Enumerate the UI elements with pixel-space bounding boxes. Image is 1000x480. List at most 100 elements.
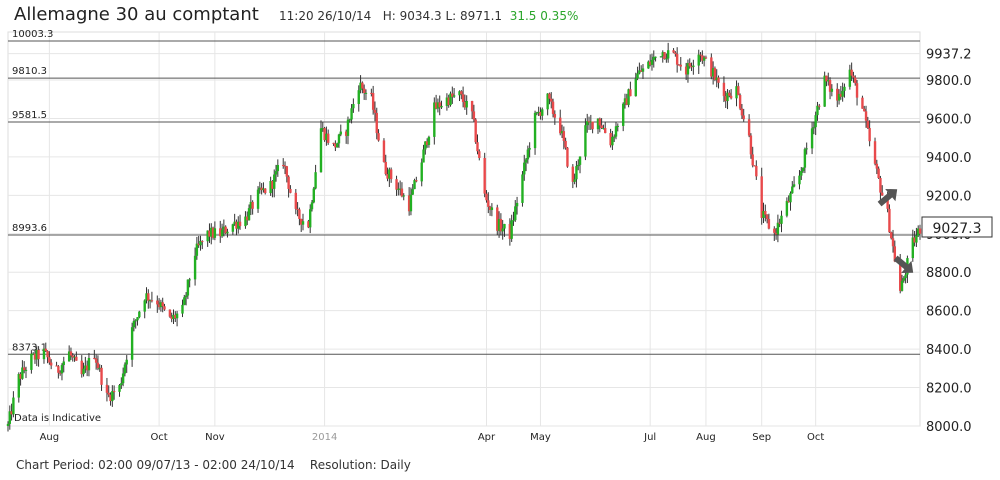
- candle-body: [337, 134, 341, 144]
- candle-body: [636, 73, 639, 79]
- x-tick-label: Sep: [752, 432, 771, 443]
- candle-body: [647, 61, 650, 69]
- candle-body: [478, 151, 481, 158]
- candle-body: [361, 82, 364, 89]
- candle-body: [918, 228, 922, 234]
- candle-body: [201, 240, 204, 242]
- candle-body: [823, 75, 826, 107]
- y-tick-label: 9600.0: [926, 112, 972, 127]
- candle-body: [326, 133, 330, 143]
- candle-body: [717, 77, 720, 83]
- candle-body: [830, 88, 834, 92]
- candle-body: [614, 126, 618, 137]
- candle-body: [276, 164, 280, 172]
- candle-body: [352, 104, 355, 109]
- candle-body: [42, 348, 46, 360]
- x-tick-label: Nov: [205, 432, 225, 443]
- candle-body: [424, 141, 427, 150]
- candle-body: [123, 364, 127, 374]
- candle-body: [458, 91, 461, 96]
- candle-body: [850, 69, 853, 76]
- candle-body: [109, 394, 112, 402]
- candle-body: [246, 216, 249, 221]
- trend-up-arrow-icon: [877, 188, 898, 207]
- candle-body: [496, 207, 499, 231]
- candle-body: [812, 127, 816, 129]
- candle-body: [575, 166, 578, 180]
- chart-footer: Chart Period: 02:00 09/07/13 - 02:00 24/…: [16, 458, 411, 472]
- candle-body: [22, 367, 26, 371]
- candle-body: [881, 192, 884, 196]
- candle-body: [508, 223, 512, 239]
- current-price-value: 9027.3: [933, 221, 982, 237]
- candle-body: [237, 221, 240, 229]
- level-label: 10003.3: [12, 29, 53, 40]
- x-tick-label: Oct: [150, 432, 167, 443]
- candle-body: [460, 91, 463, 95]
- candle-body: [740, 108, 744, 116]
- candle-body: [397, 188, 400, 190]
- candle-body: [145, 293, 148, 301]
- candle-body: [436, 102, 440, 109]
- candle-body: [335, 143, 339, 148]
- candle-body: [107, 392, 110, 395]
- candle-body: [765, 214, 769, 219]
- candle-body: [710, 57, 713, 77]
- candle-body: [526, 149, 530, 160]
- candle-body: [238, 221, 242, 227]
- candle-body: [701, 55, 704, 61]
- candle-body: [415, 180, 418, 182]
- period-value: 02:00 09/07/13 - 02:00 24/10/14: [98, 458, 295, 472]
- candle-body: [503, 223, 506, 229]
- candle-body: [463, 102, 467, 108]
- candle-body: [220, 229, 224, 237]
- candle-body: [362, 88, 366, 93]
- candle-body: [208, 230, 211, 237]
- candle-body: [490, 207, 494, 211]
- candle-body: [48, 357, 51, 363]
- y-axis: 8000.08200.08400.08600.08800.09000.09200…: [926, 48, 972, 435]
- candle-body: [247, 208, 251, 221]
- candle-body: [749, 135, 753, 155]
- candle-body: [515, 202, 519, 207]
- candle-body: [183, 297, 186, 305]
- candle-body: [587, 121, 591, 123]
- candle-body: [364, 92, 368, 94]
- arrow-shape: [893, 255, 914, 274]
- candle-body: [413, 180, 416, 190]
- low-label: L:: [445, 9, 457, 23]
- candle-body: [184, 295, 188, 298]
- candle-body: [386, 174, 389, 179]
- candle-body: [346, 119, 350, 136]
- candle-body: [283, 165, 287, 167]
- candle-body: [913, 237, 916, 243]
- candle-body: [30, 353, 33, 370]
- candle-body: [767, 218, 771, 229]
- candle-body: [344, 131, 348, 136]
- candle-body: [827, 79, 830, 82]
- x-tick-label: Apr: [478, 432, 496, 443]
- candle-body: [35, 349, 38, 360]
- candle-body: [648, 61, 652, 65]
- candle-body: [514, 206, 517, 221]
- candle-body: [751, 154, 754, 166]
- candle-body: [125, 359, 128, 365]
- candle-body: [132, 320, 136, 328]
- candle-body: [773, 228, 776, 233]
- candle-body: [738, 95, 742, 109]
- candle-body: [46, 351, 49, 358]
- candle-body: [55, 365, 58, 367]
- trend-arrows: [877, 188, 914, 274]
- candle-body: [409, 194, 413, 212]
- candle-body: [422, 149, 425, 163]
- candle-body: [398, 188, 402, 190]
- candle-body: [197, 243, 200, 246]
- candle-body: [562, 131, 566, 141]
- candle-body: [377, 133, 380, 141]
- candle-body: [312, 188, 315, 203]
- candle-body: [654, 56, 657, 58]
- candle-body: [774, 232, 778, 235]
- candle-body: [321, 128, 324, 130]
- candle-body: [350, 108, 353, 120]
- candle-body: [785, 200, 789, 216]
